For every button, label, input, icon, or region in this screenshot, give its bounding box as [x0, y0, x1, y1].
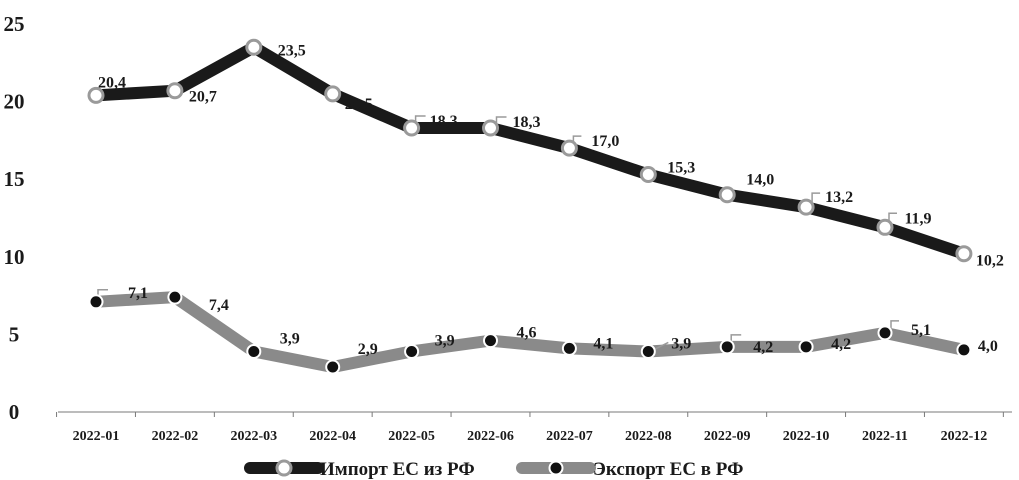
x-tick-label: 2022-10 [783, 429, 830, 444]
series-line-0 [96, 47, 964, 253]
data-label: 4,1 [593, 335, 613, 352]
data-label: 4,2 [753, 339, 773, 356]
legend-marker [277, 461, 291, 475]
x-tick-label: 2022-01 [73, 429, 120, 444]
data-label: 20,5 [345, 96, 373, 113]
legend-label: Импорт ЕС из РФ [320, 459, 475, 480]
x-tick-label: 2022-07 [546, 429, 593, 444]
data-label: 4,6 [517, 325, 537, 342]
data-label: 3,9 [435, 332, 455, 349]
data-label: 11,9 [904, 210, 931, 227]
data-point-export [247, 345, 260, 358]
data-point-import [641, 168, 655, 182]
data-point-export [168, 291, 181, 304]
data-label: 2,9 [358, 341, 378, 358]
data-point-import [484, 121, 498, 135]
data-point-import [326, 87, 340, 101]
x-tick-label: 2022-04 [309, 429, 356, 444]
x-tick-label: 2022-08 [625, 429, 672, 444]
y-tick-label: 15 [4, 167, 25, 191]
label-leader-line [812, 193, 820, 203]
data-point-export [957, 343, 970, 356]
data-point-export [642, 345, 655, 358]
data-point-import [168, 84, 182, 98]
data-label: 4,0 [978, 338, 998, 355]
x-tick-label: 2022-09 [704, 429, 751, 444]
y-tick-label: 0 [9, 400, 20, 424]
data-point-import [720, 188, 734, 202]
label-leader-line [891, 321, 899, 329]
data-point-import [562, 141, 576, 155]
data-point-export [800, 340, 813, 353]
data-point-import [405, 121, 419, 135]
data-label: 18,3 [513, 114, 541, 131]
data-point-import [957, 247, 971, 261]
x-tick-label: 2022-03 [230, 429, 277, 444]
data-label: 23,5 [278, 42, 306, 59]
data-label: 14,0 [746, 172, 774, 189]
data-point-export [484, 334, 497, 347]
data-label: 5,1 [911, 322, 931, 339]
data-point-export [326, 360, 339, 373]
y-tick-label: 25 [4, 12, 25, 36]
data-label: 15,3 [667, 160, 695, 177]
data-point-import [799, 200, 813, 214]
data-point-export [879, 326, 892, 339]
label-leader-lines [98, 116, 899, 349]
data-label: 17,0 [591, 133, 619, 150]
x-tick-label: 2022-12 [941, 429, 988, 444]
data-label: 3,9 [280, 330, 300, 347]
data-label: 10,2 [976, 253, 1004, 270]
data-point-export [721, 340, 734, 353]
data-label: 20,7 [189, 89, 217, 106]
series-lines [96, 47, 964, 367]
x-tick-label: 2022-06 [467, 429, 514, 444]
data-label: 4,2 [831, 336, 851, 353]
data-point-export [563, 342, 576, 355]
chart-axes: 0 5 10 15 20 25 2022-01 2022-02 2022-03 2022-04 20… [4, 12, 1013, 444]
x-tick-label: 2022-02 [152, 429, 199, 444]
data-point-import [878, 220, 892, 234]
data-label: 20,4 [98, 74, 126, 91]
data-label: 7,4 [209, 297, 229, 314]
y-tick-label: 5 [9, 322, 20, 346]
label-leader-line [497, 117, 507, 124]
x-tick-label: 2022-11 [862, 429, 908, 444]
data-label: 3,9 [671, 335, 691, 352]
data-point-export [405, 345, 418, 358]
data-point-import [247, 40, 261, 54]
legend-marker [550, 462, 563, 475]
y-tick-label: 20 [4, 90, 25, 114]
data-point-export [90, 295, 103, 308]
data-label: 7,1 [128, 285, 148, 302]
x-tick-label: 2022-05 [388, 429, 435, 444]
y-tick-label: 10 [4, 245, 25, 269]
data-labels: 20,4 20,7 23,5 20,5 18,3 18,3 17,0 15,3 14,0 13,2… [98, 42, 1004, 358]
data-label: 18,3 [430, 113, 458, 130]
data-label: 13,2 [825, 189, 853, 206]
legend-label: Экспорт ЕС в РФ [593, 459, 743, 480]
legend: Импорт ЕС из РФ Экспорт ЕС в РФ [250, 459, 743, 480]
